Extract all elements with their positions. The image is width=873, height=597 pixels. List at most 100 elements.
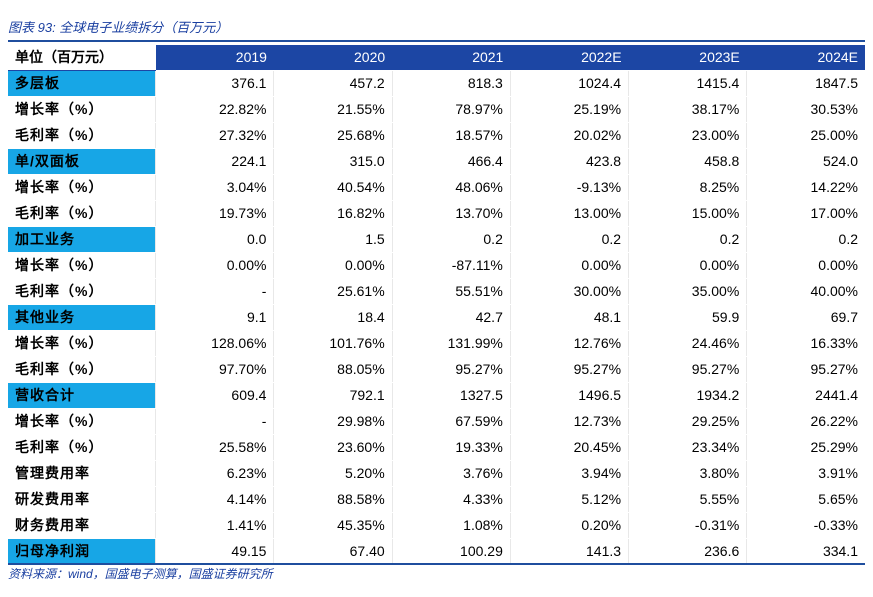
table-row: 毛利率（%） 25.58% 23.60% 19.33% 20.45% 23.34% 25.2… [8, 434, 865, 461]
table-cell: 18.57% [391, 122, 511, 149]
table-cell: 5.55% [628, 486, 747, 513]
table-cell: 29.98% [273, 408, 393, 435]
table-cell: 1934.2 [628, 382, 747, 409]
table-cell: 12.73% [509, 408, 629, 435]
table-cell: 24.46% [628, 330, 747, 357]
metric-label: 财务费用率 [8, 512, 156, 539]
table-cell: 0.00% [628, 252, 747, 279]
table-cell: 23.60% [273, 434, 393, 461]
table-cell: 1327.5 [391, 382, 511, 409]
year-header: 2020 [273, 45, 393, 71]
table-cell: 14.22% [746, 174, 865, 201]
table-cell: 2441.4 [746, 382, 865, 409]
table-cell: 524.0 [746, 148, 865, 175]
table-cell: 22.82% [155, 96, 274, 123]
table-cell: 334.1 [746, 538, 865, 565]
table-cell: 1.5 [273, 226, 393, 253]
table-cell: 25.58% [155, 434, 274, 461]
segment-label: 其他业务 [8, 304, 156, 331]
table-cell: 1496.5 [509, 382, 629, 409]
table-cell: 59.9 [628, 304, 747, 331]
table-cell: 0.00% [746, 252, 865, 279]
table-cell: 0.20% [509, 512, 629, 539]
table-row: 增长率（%） 22.82% 21.55% 78.97% 25.19% 38.17% 30.5… [8, 96, 865, 123]
segment-label: 单/双面板 [8, 148, 156, 175]
table-row: 营收合计 609.4 792.1 1327.5 1496.5 1934.2 2441.4 [8, 382, 865, 409]
table-cell: 20.45% [509, 434, 629, 461]
source-note: 资料来源：wind，国盛电子测算，国盛证券研究所 [8, 567, 273, 581]
table-cell: 35.00% [628, 278, 747, 305]
table-cell: 5.12% [509, 486, 629, 513]
metric-label: 毛利率（%） [8, 122, 156, 149]
table-cell: 67.59% [391, 408, 511, 435]
table-cell: 25.68% [273, 122, 393, 149]
table-cell: 3.04% [155, 174, 274, 201]
table-cell: 42.7 [391, 304, 511, 331]
table-cell: 1847.5 [746, 70, 865, 97]
table-cell: 101.76% [273, 330, 393, 357]
table-cell: 3.80% [628, 460, 747, 487]
table-row: 增长率（%） 128.06% 101.76% 131.99% 12.76% 24.46% 1… [8, 330, 865, 357]
table-row: 毛利率（%） -25.61% 55.51% 30.00% 35.00% 40.00% [8, 278, 865, 305]
table-cell: 4.14% [155, 486, 274, 513]
table-cell: 141.3 [509, 538, 629, 565]
table-cell: 6.23% [155, 460, 274, 487]
table-row: 增长率（%） 3.04% 40.54% 48.06% -9.13% 8.25% 14.22% [8, 174, 865, 201]
table-cell: 9.1 [155, 304, 274, 331]
metric-label: 毛利率（%） [8, 278, 156, 305]
table-cell: 26.22% [746, 408, 865, 435]
table-cell: 0.2 [509, 226, 629, 253]
table-cell: 78.97% [391, 96, 511, 123]
table-cell: - [155, 408, 274, 435]
segment-label: 营收合计 [8, 382, 156, 409]
metric-label: 增长率（%） [8, 330, 156, 357]
year-header: 2019 [155, 45, 274, 71]
top-rule [8, 40, 865, 42]
segment-label: 多层板 [8, 70, 156, 97]
table-cell: 25.19% [509, 96, 629, 123]
table-cell: 55.51% [391, 278, 511, 305]
table-cell: 792.1 [273, 382, 393, 409]
table-cell: 45.35% [273, 512, 393, 539]
table-cell: 13.70% [391, 200, 511, 227]
segment-label: 加工业务 [8, 226, 156, 253]
table-cell: 1024.4 [509, 70, 629, 97]
table-cell: -87.11% [391, 252, 511, 279]
table-cell: 95.27% [628, 356, 747, 383]
table-cell: 15.00% [628, 200, 747, 227]
table-cell: 29.25% [628, 408, 747, 435]
table-cell: 88.58% [273, 486, 393, 513]
bottom-rule [8, 563, 865, 565]
table-cell: 30.53% [746, 96, 865, 123]
table-cell: 19.33% [391, 434, 511, 461]
table-cell: 88.05% [273, 356, 393, 383]
table-cell: 20.02% [509, 122, 629, 149]
table-cell: 100.29 [391, 538, 511, 565]
table-cell: 18.4 [273, 304, 393, 331]
table-cell: -0.31% [628, 512, 747, 539]
table-cell: 69.7 [746, 304, 865, 331]
table-cell: 95.27% [746, 356, 865, 383]
table-cell: 17.00% [746, 200, 865, 227]
table-cell: 25.00% [746, 122, 865, 149]
table-cell: 818.3 [391, 70, 511, 97]
table-cell: 3.91% [746, 460, 865, 487]
metric-label: 增长率（%） [8, 408, 156, 435]
metric-label: 管理费用率 [8, 460, 156, 487]
table-cell: -0.33% [746, 512, 865, 539]
metric-label: 增长率（%） [8, 174, 156, 201]
table-cell: 67.40 [273, 538, 393, 565]
table-cell: 236.6 [628, 538, 747, 565]
table-cell: 13.00% [509, 200, 629, 227]
table-row: 其他业务 9.1 18.4 42.7 48.1 59.9 69.7 [8, 304, 865, 331]
unit-label: 单位（百万元） [8, 45, 156, 71]
table-row: 加工业务 0.0 1.5 0.2 0.2 0.2 0.2 [8, 226, 865, 253]
table-cell: 49.15 [155, 538, 274, 565]
table-cell: 128.06% [155, 330, 274, 357]
metric-label: 增长率（%） [8, 96, 156, 123]
metric-label: 毛利率（%） [8, 434, 156, 461]
table-cell: 458.8 [628, 148, 747, 175]
table-row: 增长率（%） -29.98% 67.59% 12.73% 29.25% 26.22% [8, 408, 865, 435]
table-row: 单/双面板 224.1 315.0 466.4 423.8 458.8 524.0 [8, 148, 865, 175]
table-cell: 5.65% [746, 486, 865, 513]
